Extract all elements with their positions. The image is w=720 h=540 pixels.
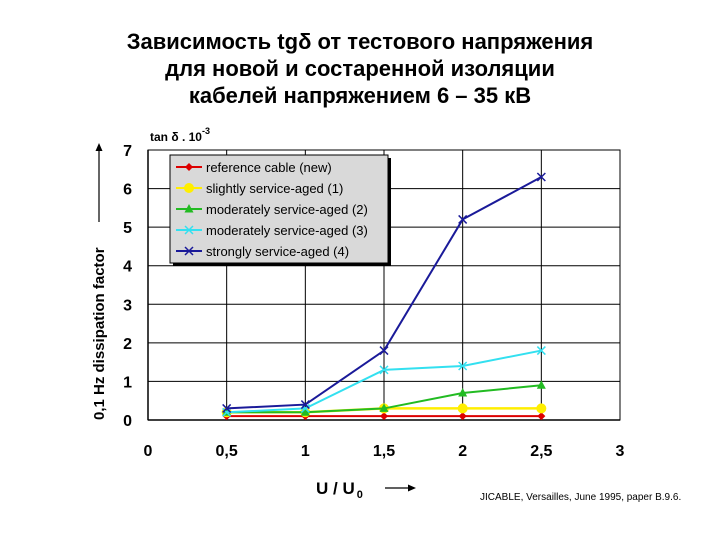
legend-label: moderately service-aged (3) [206, 223, 368, 238]
x-tick-label: 2,5 [530, 443, 552, 460]
legend-entry: moderately service-aged (3) [176, 223, 368, 238]
data-point [536, 403, 547, 414]
x-tick-label: 3 [616, 443, 625, 460]
x-tick-label: 0,5 [216, 443, 238, 460]
series-group [221, 172, 547, 421]
x-marker-stroke [379, 346, 389, 356]
x-marker-stroke [458, 361, 468, 371]
data-point [379, 403, 389, 412]
legend-label: strongly service-aged (4) [206, 244, 349, 259]
data-point [379, 346, 389, 356]
series-4 [222, 346, 546, 417]
y-axis-label-arrowhead [95, 143, 103, 151]
y-tick-label: 3 [123, 297, 132, 314]
y-axis-label: 0,1 Hz dissipation factor [91, 247, 108, 420]
x-tick-label: 2 [458, 443, 467, 460]
legend-swatch-marker [184, 183, 194, 193]
legend-label: reference cable (new) [206, 160, 332, 175]
source-note: JICABLE, Versailles, June 1995, paper B.… [480, 492, 682, 503]
x-marker-stroke [222, 403, 232, 413]
x-marker-stroke [536, 346, 546, 356]
x-tick-label: 1,5 [373, 443, 395, 460]
legend-swatch-marker [184, 246, 194, 256]
title-line-1: Зависимость tgδ от тестового напряжения [126, 29, 594, 54]
x-marker-stroke [458, 214, 468, 224]
data-point [222, 407, 232, 417]
data-point [222, 403, 232, 413]
data-point [458, 412, 467, 421]
chart-title: Зависимость tgδ от тестового напряжения … [60, 28, 660, 109]
data-point [458, 214, 468, 224]
legend-label: slightly service-aged (1) [206, 181, 343, 196]
y-tick-label: 0 [123, 413, 132, 430]
y-tick-label: 1 [123, 374, 132, 391]
legend-box [169, 154, 389, 264]
series-5 [222, 172, 546, 413]
legend-swatch-marker [185, 163, 193, 171]
data-point [458, 388, 468, 397]
data-point [380, 412, 388, 421]
data-point [457, 403, 468, 414]
x-axis-label-arrowhead [408, 484, 416, 492]
y-tick-label: 5 [123, 220, 132, 237]
y-tick-label: 7 [123, 143, 132, 160]
title-line-2: для новой и состаренной изоляции [165, 56, 555, 81]
x-tick-label: 1 [301, 443, 310, 460]
x-marker-stroke [379, 365, 389, 375]
legend-label: moderately service-aged (2) [206, 202, 368, 217]
x-marker-stroke [222, 407, 232, 417]
y-unit-label: tan δ . 10-3 [150, 126, 210, 144]
x-marker-stroke [300, 403, 310, 413]
y-tick-label: 4 [123, 259, 132, 276]
legend-swatch-marker [184, 225, 194, 235]
x-marker-stroke [184, 225, 194, 235]
data-point [536, 380, 546, 389]
data-point [537, 412, 546, 421]
legend-entry: strongly service-aged (4) [176, 244, 349, 259]
data-point [536, 346, 546, 356]
legend-entry: slightly service-aged (1) [176, 181, 343, 196]
data-point [300, 407, 310, 416]
x-marker-stroke [184, 246, 194, 256]
data-point [379, 365, 389, 375]
legend: reference cable (new) slightly service-ag… [169, 154, 391, 266]
legend-swatch-marker [184, 204, 194, 213]
title-line-3: кабелей напряжением 6 – 35 кВ [188, 83, 532, 108]
data-point [536, 172, 546, 182]
legend-entry: moderately service-aged (2) [176, 202, 368, 217]
legend-entry: reference cable (new) [176, 160, 332, 175]
tick-labels: 0 0,5 1 1,5 2 2,5 3 0 1 2 3 4 5 6 7 [123, 143, 624, 460]
y-tick-label: 6 [123, 182, 132, 199]
x-marker-stroke [300, 400, 310, 410]
y-tick-label: 2 [123, 336, 132, 353]
data-point [300, 400, 310, 410]
x-tick-label: 0 [144, 443, 153, 460]
data-point [458, 361, 468, 371]
x-marker-stroke [536, 172, 546, 182]
data-point [300, 403, 310, 413]
